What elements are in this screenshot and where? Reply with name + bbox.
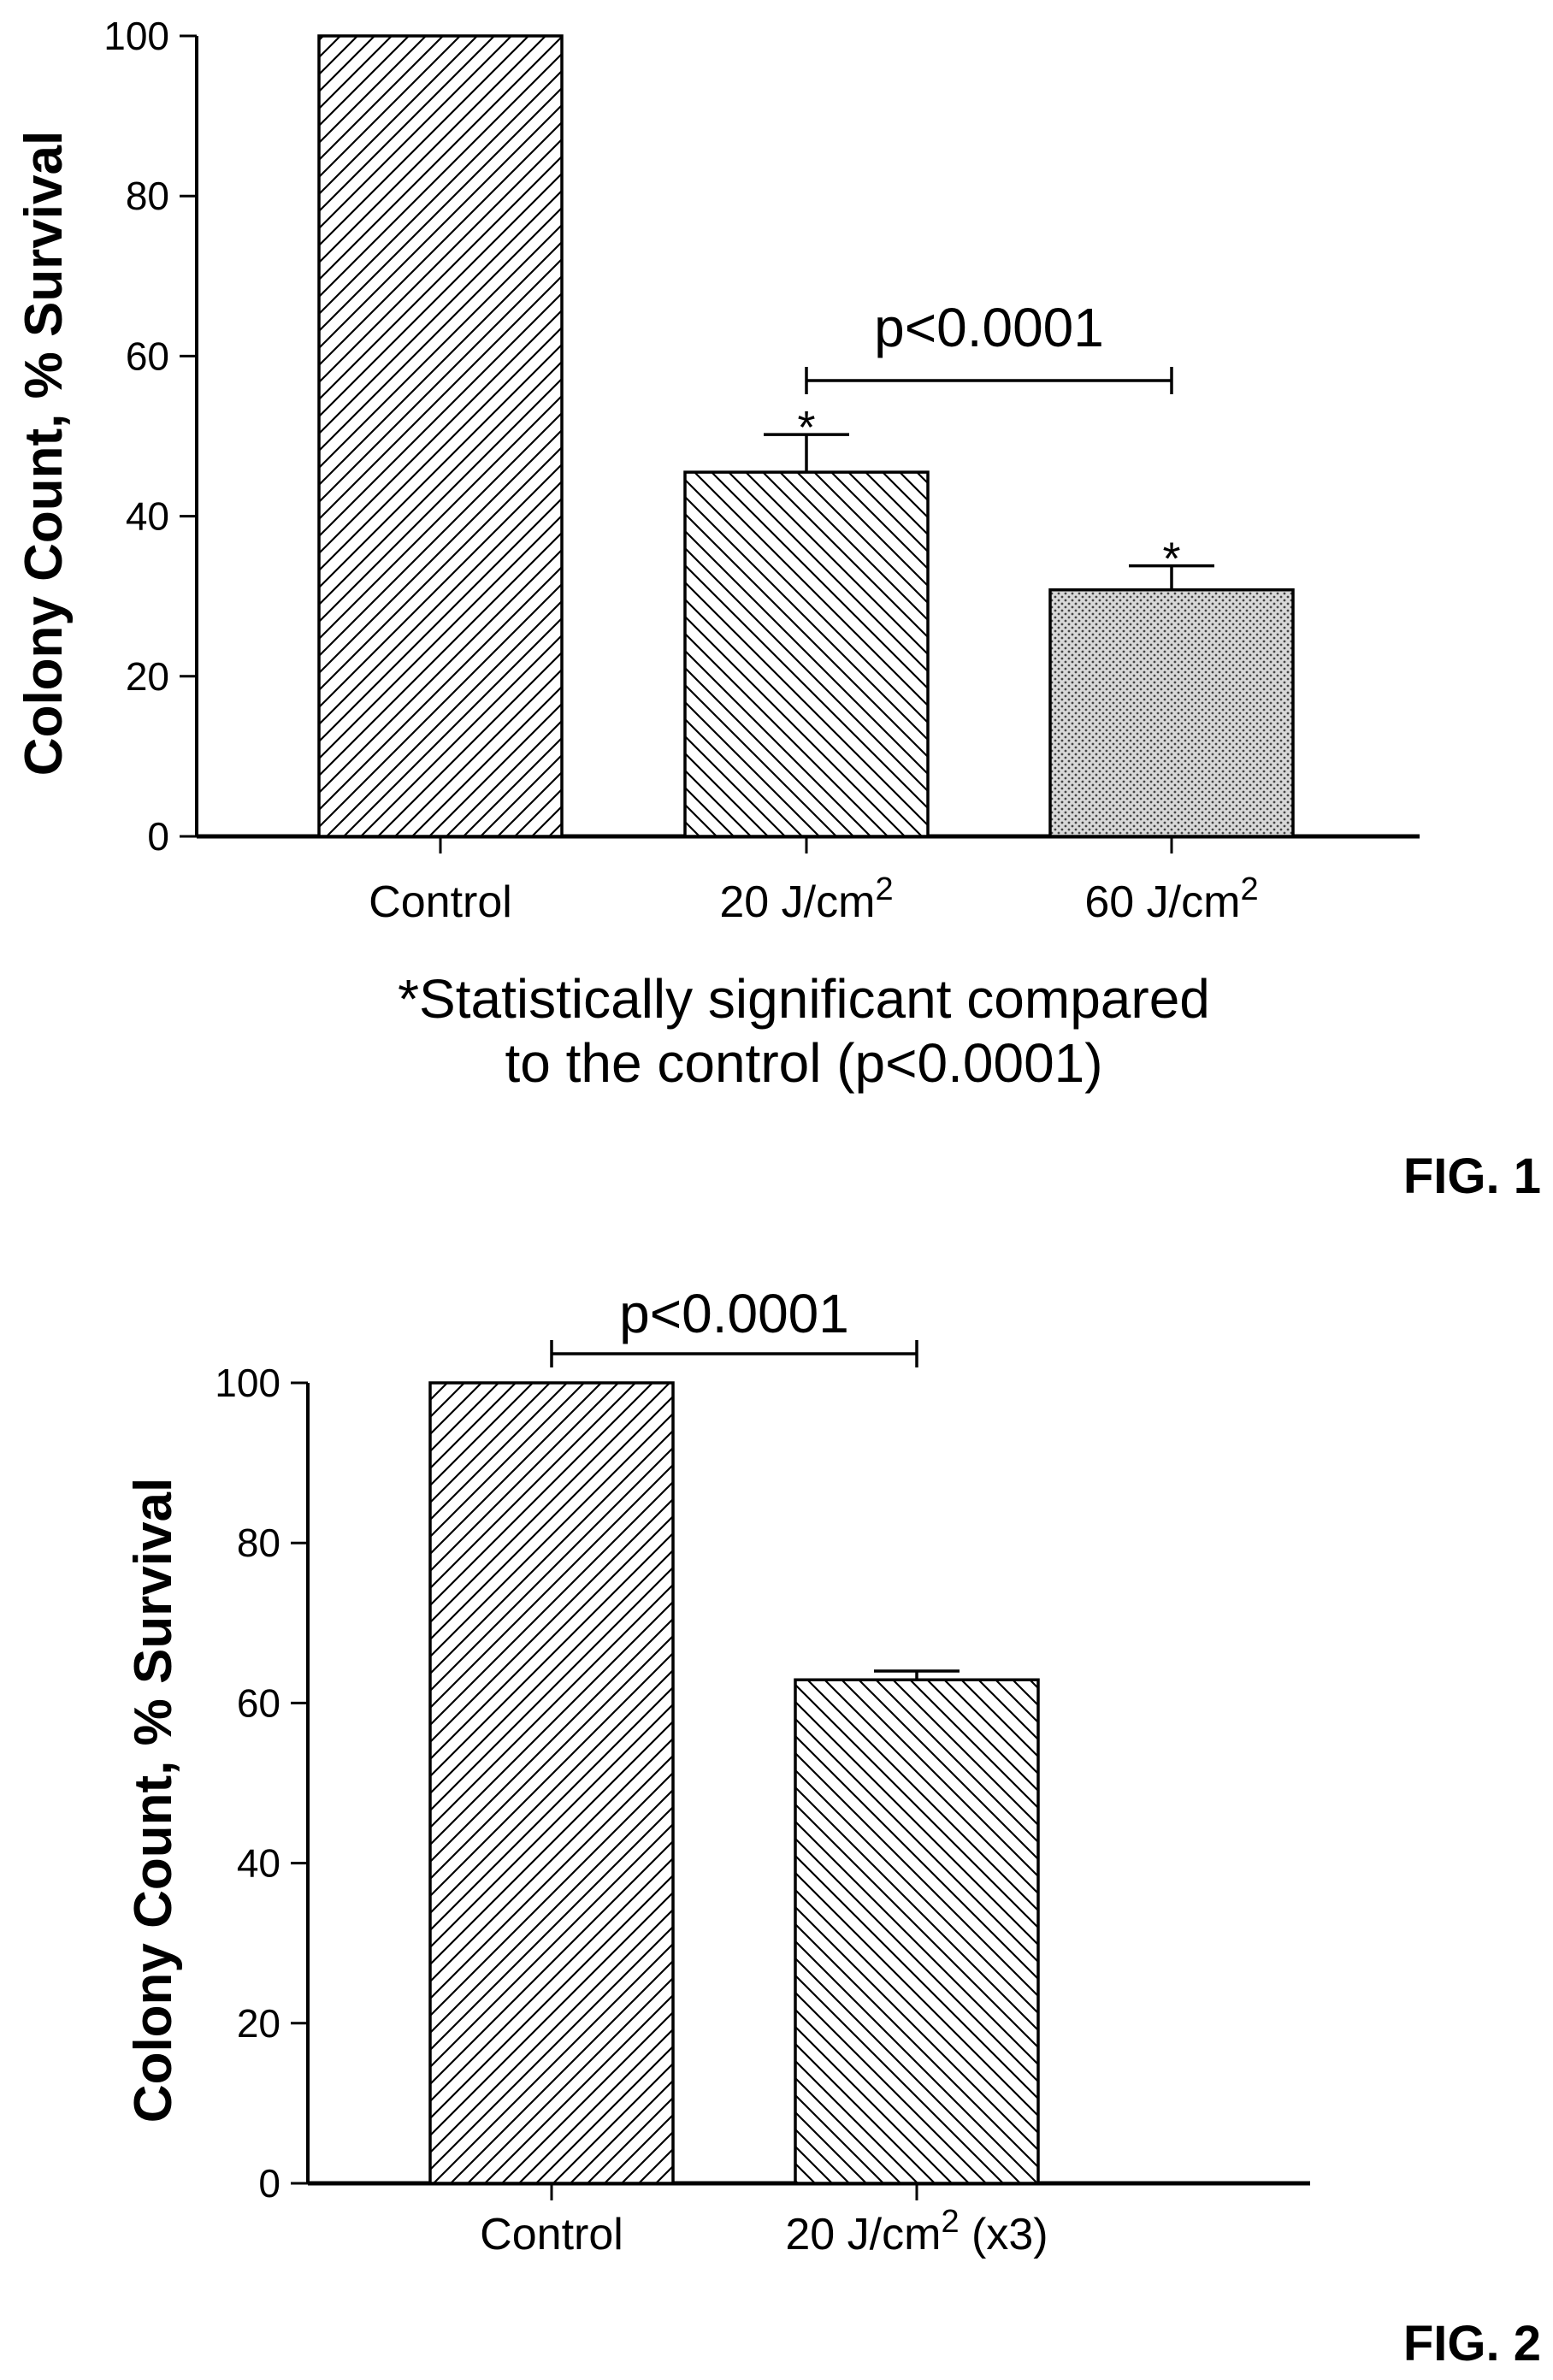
figure-1-y-tick-label: 0 (147, 814, 169, 859)
figure-2-category-label-superscript: 2 (941, 2204, 959, 2240)
figure-2-category-label: 20 J/cm2 (x3) (785, 2204, 1048, 2259)
figure-1-label: FIG. 1 (1403, 1149, 1541, 1204)
figure-1-category-label: 60 J/cm2 (1084, 871, 1258, 927)
figure-1-footnote-line-1: *Statistically significant compared (398, 968, 1210, 1030)
figure-1-y-axis-label: Colony Count, % Survival (15, 131, 74, 776)
figure-1-category-label-superscript: 2 (1240, 871, 1258, 907)
figure-1-p-value-label: p<0.0001 (874, 297, 1104, 358)
figure-2-label: FIG. 2 (1403, 2316, 1541, 2371)
figure-2-y-tick-label: 80 (237, 1521, 280, 1565)
figure-2-category-label-suffix: (x3) (960, 2210, 1048, 2259)
figure-2-y-tick-label: 20 (237, 2001, 280, 2046)
figure-1-y-tick-label: 60 (126, 334, 169, 378)
figure-1-significance-marker: * (1162, 534, 1180, 585)
figure-1-y-tick-label: 80 (126, 174, 169, 218)
figure-1-y-tick-label: 20 (126, 654, 169, 699)
figure-1-category-label: 20 J/cm2 (719, 871, 893, 927)
figure-1-chart: 020406080100Control*20 J/cm2*60 J/cm2p<0… (15, 14, 1541, 1204)
figure-1-bar (685, 472, 928, 836)
figure-1-y-tick-label: 40 (126, 494, 169, 539)
figure-2-y-axis-label: Colony Count, % Survival (124, 1478, 183, 2123)
figure-1-bar (319, 36, 562, 836)
figure-2-y-tick-label: 40 (237, 1841, 280, 1886)
figure-1-category-label: Control (369, 877, 512, 927)
figure-1-category-label-superscript: 2 (875, 871, 893, 907)
figure-2-bar (430, 1383, 673, 2183)
figure-2-y-tick-label: 60 (237, 1680, 280, 1725)
figure-1-category-label-base: 60 J/cm (1084, 877, 1240, 927)
figure-2-category-label: Control (480, 2210, 623, 2259)
figure-1-y-tick-label: 100 (103, 14, 169, 58)
figure-2-bar (795, 1680, 1038, 2183)
figure-2-y-tick-label: 0 (258, 2161, 280, 2206)
figure-1-category-label-base: Control (369, 877, 512, 927)
figure-2-y-tick-label: 100 (215, 1361, 280, 1405)
figure-1-category-label-base: 20 J/cm (719, 877, 875, 927)
figure-2-chart: 0 20 40 60 80 100 Control 20 J/cm2 (x3) p<0.0001… (124, 1283, 1541, 2371)
figure-2-category-label-base: Control (480, 2210, 623, 2259)
figure-2-bars (430, 1383, 1038, 2183)
figure-2-category-label-base: 20 J/cm (785, 2210, 941, 2259)
figure-1-significance-marker: * (797, 402, 815, 453)
figure-2-p-value-label: p<0.0001 (619, 1283, 849, 1344)
figure-1-bar (1050, 590, 1293, 836)
figure-1-footnote-line-2: to the control (p<0.0001) (505, 1032, 1102, 1094)
